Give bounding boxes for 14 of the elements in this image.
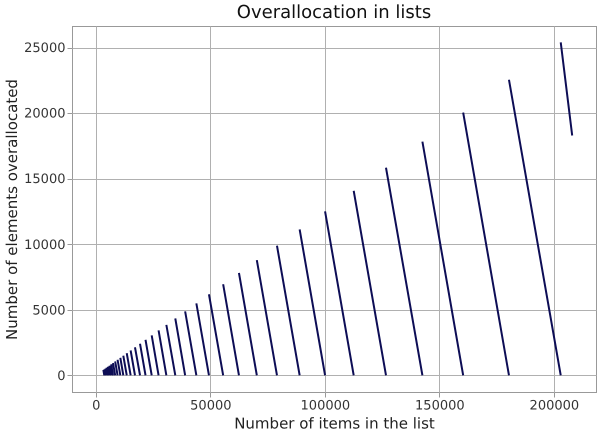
x-tick-label: 0 <box>92 398 100 414</box>
y-tick-label: 5000 <box>32 303 66 318</box>
y-axis-title: Number of elements overallocated <box>3 79 22 340</box>
x-tick-label: 200000 <box>530 398 580 414</box>
y-tick-label: 10000 <box>24 238 66 253</box>
y-tick-label: 25000 <box>24 41 66 56</box>
x-tick-label: 150000 <box>415 398 465 414</box>
x-axis-title: Number of items in the list <box>234 414 435 432</box>
y-tick-label: 20000 <box>24 106 66 122</box>
y-tick-label: 0 <box>57 368 66 384</box>
x-tick-label: 50000 <box>190 398 232 414</box>
chart-title: Overallocation in lists <box>236 2 432 23</box>
y-tick-label: 15000 <box>24 172 66 188</box>
x-tick-label: 100000 <box>300 398 350 414</box>
